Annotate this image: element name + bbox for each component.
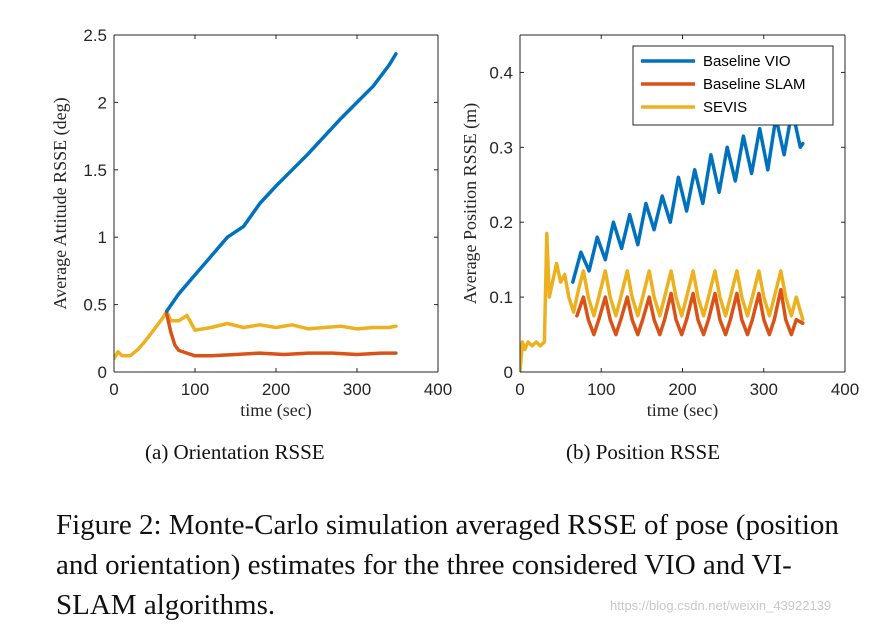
y-tick-label: 2: [98, 93, 107, 112]
subcaption-orientation: (a) Orientation RSSE: [145, 440, 325, 464]
x-tick-label: 0: [109, 380, 118, 399]
y-tick-label: 0.5: [83, 296, 107, 315]
y-tick-label: 0.3: [489, 138, 513, 157]
x-tick-label: 400: [831, 380, 859, 399]
series-line-sevis: [114, 309, 398, 361]
y-tick-label: 0.4: [489, 63, 513, 82]
series-group: [520, 108, 805, 372]
plot-area: [114, 35, 438, 372]
position-rsse-chart: 0 100 200 300 400 0 0.1 0.2 0.3 0.4 time (sec) Aver…: [460, 34, 859, 421]
x-tick-label: 300: [343, 380, 371, 399]
y-tick-label: 0: [98, 363, 107, 382]
x-axis-label: time (sec): [647, 400, 718, 421]
series-line-baseline-slam: [575, 287, 805, 337]
x-tick-label: 400: [424, 380, 452, 399]
series-line-sevis: [520, 231, 805, 372]
y-tick-label: 1: [98, 228, 107, 247]
y-tick-label: 0.2: [489, 213, 513, 232]
x-tick-label: 300: [750, 380, 778, 399]
y-axis-label: Average Position RSSE (m): [460, 103, 481, 304]
x-tick-label: 100: [181, 380, 209, 399]
subcaption-position: (b) Position RSSE: [566, 440, 721, 464]
x-tick-label: 200: [668, 380, 696, 399]
y-axis-label: Average Attitude RSSE (deg): [50, 97, 71, 309]
legend-label: Baseline VIO: [703, 53, 791, 70]
series-line-baseline-vio: [571, 108, 805, 284]
y-tick-label: 0: [504, 363, 513, 382]
legend-label: Baseline SLAM: [703, 76, 806, 93]
orientation-rsse-chart: 0 100 200 300 400 0 0.5 1 1.5 2 2.5 time (sec) Avera…: [50, 26, 452, 421]
x-tick-label: 0: [515, 380, 524, 399]
watermark: https://blog.csdn.net/weixin_43922139: [610, 598, 832, 613]
y-tick-label: 2.5: [83, 26, 107, 45]
x-tick-label: 200: [262, 380, 290, 399]
x-tick-label: 100: [587, 380, 615, 399]
figure-caption: Figure 2: Monte-Carlo simulation average…: [56, 509, 839, 621]
series-line-baseline-slam: [164, 312, 398, 358]
series-line-baseline-vio: [164, 52, 398, 314]
legend-label: SEVIS: [703, 99, 747, 116]
x-axis-label: time (sec): [240, 400, 311, 421]
legend: Baseline VIO Baseline SLAM SEVIS: [632, 45, 834, 126]
series-group: [114, 52, 398, 361]
y-tick-label: 0.1: [489, 288, 513, 307]
y-tick-label: 1.5: [83, 161, 107, 180]
